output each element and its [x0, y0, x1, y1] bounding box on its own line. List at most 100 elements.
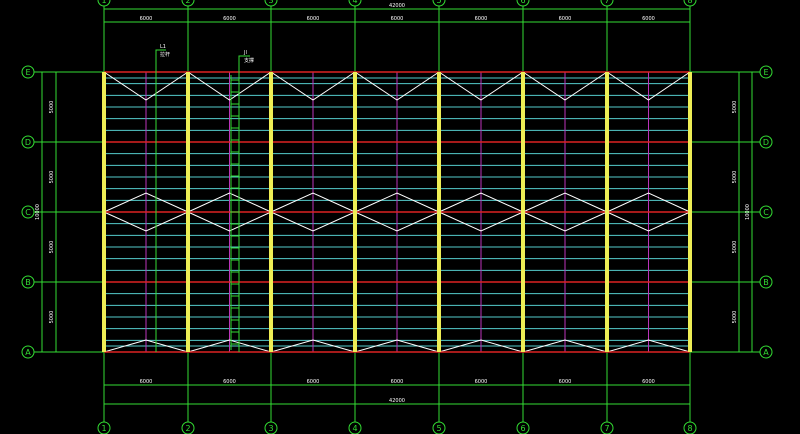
- axis-bubble: [600, 0, 614, 7]
- dimension-text: 5000: [732, 171, 738, 184]
- axis-label: 4: [352, 424, 357, 433]
- axis-label: 1: [101, 0, 106, 5]
- axis-bubble: [759, 205, 773, 219]
- column-line: [437, 72, 441, 352]
- axis-bubble: [683, 421, 697, 434]
- axis-label: 7: [604, 0, 609, 5]
- axis-label: 3: [268, 0, 273, 5]
- axis-bubble: [21, 345, 35, 359]
- roof-bracing: [103, 339, 189, 353]
- axis-bubble: [348, 421, 362, 434]
- roof-bracing: [438, 71, 524, 101]
- axis-bubble: [432, 0, 446, 7]
- axis-bubble: [432, 421, 446, 434]
- roof-bracing: [270, 71, 356, 101]
- roof-bracing: [354, 71, 440, 101]
- axis-bubble: [181, 421, 195, 434]
- axis-label: 4: [352, 0, 357, 5]
- roof-bracing: [270, 192, 356, 213]
- dimension-text: 10000: [745, 204, 751, 220]
- axis-label: D: [763, 138, 769, 147]
- dimension-text: 6000: [140, 16, 153, 22]
- axis-label: 2: [185, 424, 190, 433]
- column-line: [688, 72, 692, 352]
- dimension-text: 6000: [391, 379, 404, 385]
- dimension-text: 42000: [389, 398, 405, 404]
- roof-bracing: [522, 211, 608, 232]
- roof-bracing: [606, 192, 691, 213]
- roof-bracing: [187, 339, 272, 353]
- dimension-text: 6000: [307, 379, 320, 385]
- roof-bracing: [354, 192, 440, 213]
- axis-label: C: [763, 208, 769, 217]
- axis-bubble: [759, 135, 773, 149]
- axis-label: 8: [687, 424, 692, 433]
- roof-bracing: [187, 192, 272, 213]
- axis-bubble: [97, 421, 111, 434]
- axis-label: 3: [268, 424, 273, 433]
- axis-bubble: [21, 275, 35, 289]
- axis-bubble: [516, 0, 530, 7]
- axis-bubble: [264, 421, 278, 434]
- roof-bracing: [103, 71, 189, 101]
- axis-label: 2: [185, 0, 190, 5]
- dimension-text: 5000: [732, 101, 738, 114]
- axis-bubble: [348, 0, 362, 7]
- axis-label: 5: [436, 424, 441, 433]
- dimension-text: 6000: [642, 379, 655, 385]
- axis-bubble: [264, 0, 278, 7]
- axis-label: E: [763, 68, 768, 77]
- dimension-text: 42000: [389, 3, 405, 9]
- axis-bubble: [21, 135, 35, 149]
- axis-label: D: [25, 138, 31, 147]
- column-line: [521, 72, 525, 352]
- roof-bracing: [606, 211, 691, 232]
- roof-bracing: [438, 339, 524, 353]
- axis-bubble: [600, 421, 614, 434]
- axis-label: 6: [520, 424, 525, 433]
- dimension-text: 6000: [307, 16, 320, 22]
- roof-bracing: [522, 71, 608, 101]
- dimension-text: 10000: [35, 204, 41, 220]
- column-line: [102, 72, 106, 352]
- dimension-text: 6000: [475, 16, 488, 22]
- roof-bracing: [438, 192, 524, 213]
- axis-bubble: [759, 345, 773, 359]
- axis-label: 8: [687, 0, 692, 5]
- axis-label: C: [25, 208, 31, 217]
- dimension-text: 6000: [391, 16, 404, 22]
- column-line: [353, 72, 357, 352]
- axis-bubble: [683, 0, 697, 7]
- axis-bubble: [181, 0, 195, 7]
- axis-bubble: [21, 205, 35, 219]
- roof-bracing: [103, 192, 189, 213]
- dimension-text: 6000: [475, 379, 488, 385]
- axis-bubble: [516, 421, 530, 434]
- callout-tag: JI: [243, 50, 247, 56]
- callout-tag: L1: [160, 44, 166, 50]
- axis-bubble: [759, 275, 773, 289]
- roof-bracing: [522, 192, 608, 213]
- axis-label: 6: [520, 0, 525, 5]
- dimension-text: 6000: [140, 379, 153, 385]
- axis-label: A: [763, 348, 769, 357]
- axis-bubble: [97, 0, 111, 7]
- roof-bracing: [606, 339, 691, 353]
- dimension-text: 5000: [49, 311, 55, 324]
- dimension-text: 6000: [559, 379, 572, 385]
- roof-bracing: [103, 211, 189, 232]
- column-line: [605, 72, 609, 352]
- axis-label: 5: [436, 0, 441, 5]
- callout-leader: [155, 49, 166, 352]
- axis-label: B: [25, 278, 31, 287]
- roof-bracing: [522, 339, 608, 353]
- dimension-text: 5000: [732, 311, 738, 324]
- roof-bracing: [606, 71, 691, 101]
- roof-bracing: [270, 211, 356, 232]
- roof-bracing: [187, 71, 272, 101]
- column-line: [186, 72, 190, 352]
- dimension-text: 6000: [223, 16, 236, 22]
- dimension-text: 6000: [642, 16, 655, 22]
- dimension-text: 5000: [49, 241, 55, 254]
